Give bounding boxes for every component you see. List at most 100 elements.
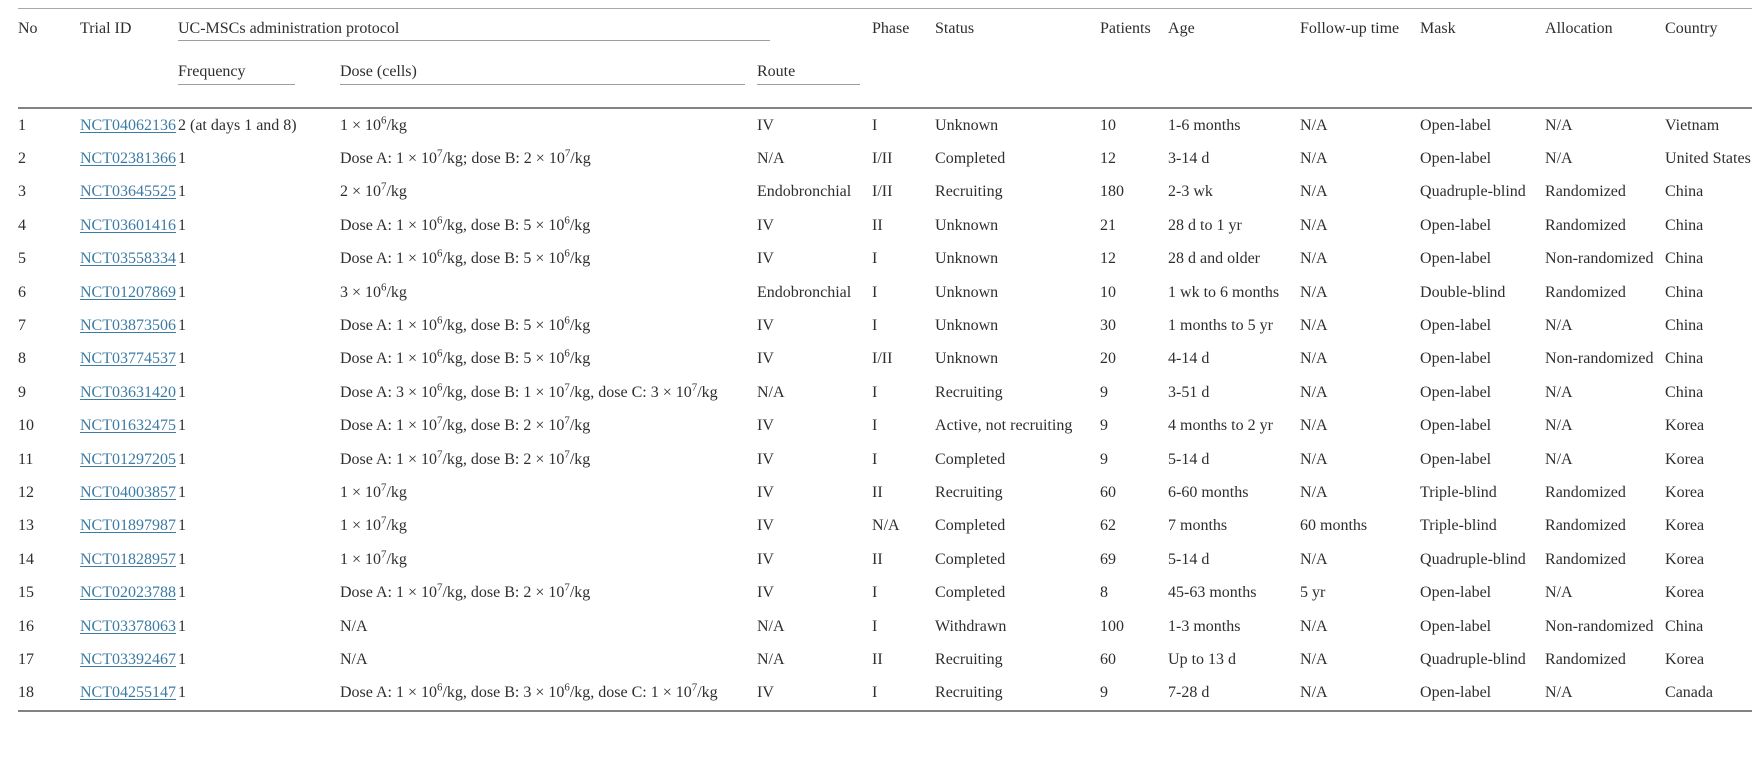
trial-id-link[interactable]: NCT01897987: [80, 517, 176, 535]
cell-status: Completed: [935, 450, 1006, 468]
cell-age: 1-6 months: [1168, 116, 1241, 134]
trial-id-link[interactable]: NCT01828957: [80, 550, 176, 568]
cell-patients: 180: [1100, 183, 1125, 201]
header-route: Route: [757, 54, 872, 108]
cell-follow-up: N/A: [1300, 684, 1328, 702]
cell-follow-up: N/A: [1300, 417, 1328, 435]
cell-status: Completed: [935, 517, 1006, 535]
trial-id-link[interactable]: NCT01297205: [80, 450, 176, 468]
cell-age: 28 d to 1 yr: [1168, 216, 1242, 234]
cell-status: Unknown: [935, 283, 999, 301]
cell-trial-id: NCT03392467: [80, 643, 178, 676]
header-status: Status: [935, 20, 975, 37]
table-row: 16 NCT03378063 1 N/A N/A I Withdrawn 100 1-3 mon…: [18, 610, 1752, 643]
trial-id-link[interactable]: NCT04062136: [80, 116, 176, 134]
cell-status: Recruiting: [935, 183, 1003, 201]
cell-allocation: Randomized: [1545, 517, 1626, 535]
header-route-label: Route: [757, 63, 861, 85]
trial-id-link[interactable]: NCT03558334: [80, 250, 176, 268]
cell-follow-up: N/A: [1300, 183, 1328, 201]
trial-id-link[interactable]: NCT04003857: [80, 483, 176, 501]
cell-phase: I: [872, 383, 878, 401]
cell-dose: Dose A: 1 × 106/kg, dose B: 5 × 106/kg: [340, 247, 591, 268]
cell-follow-up: N/A: [1300, 150, 1328, 168]
cell-route: IV: [757, 517, 774, 535]
trial-id-link[interactable]: NCT03378063: [80, 617, 176, 635]
table-row: 15 NCT02023788 1 Dose A: 1 × 107/kg, dose B…: [18, 576, 1752, 609]
cell-frequency: 1: [178, 483, 186, 501]
cell-dose: N/A: [340, 617, 368, 635]
cell-country: Korea: [1665, 517, 1705, 535]
cell-country: China: [1665, 383, 1704, 401]
cell-country: Korea: [1665, 483, 1705, 501]
cell-status: Unknown: [935, 116, 999, 134]
cell-trial-id: NCT03601416: [80, 209, 178, 242]
trial-id-link[interactable]: NCT03645525: [80, 183, 176, 201]
table-row: 10 NCT01632475 1 Dose A: 1 × 107/kg, dose B…: [18, 410, 1752, 443]
cell-trial-id: NCT01297205: [80, 443, 178, 476]
cell-dose: 2 × 107/kg: [340, 181, 407, 201]
cell-mask: Open-label: [1420, 450, 1492, 468]
cell-status: Recruiting: [935, 483, 1003, 501]
trial-id-link[interactable]: NCT01632475: [80, 417, 176, 435]
cell-country: Korea: [1665, 550, 1705, 568]
table-row: 12 NCT04003857 1 1 × 107/kg IV II Recruiting 60…: [18, 476, 1752, 509]
cell-follow-up: N/A: [1300, 350, 1328, 368]
trial-id-link[interactable]: NCT03873506: [80, 317, 176, 335]
cell-mask: Open-label: [1420, 216, 1492, 234]
cell-frequency: 1: [178, 684, 186, 702]
trial-id-link[interactable]: NCT02381366: [80, 150, 176, 168]
cell-frequency: 1: [178, 250, 186, 268]
trial-id-link[interactable]: NCT03601416: [80, 216, 176, 234]
cell-follow-up: N/A: [1300, 216, 1328, 234]
cell-age: 45-63 months: [1168, 584, 1257, 602]
cell-country: China: [1665, 617, 1704, 635]
cell-follow-up: N/A: [1300, 550, 1328, 568]
cell-follow-up: N/A: [1300, 650, 1328, 668]
cell-patients: 9: [1100, 450, 1109, 468]
cell-frequency: 1: [178, 183, 186, 201]
cell-dose: Dose A: 1 × 106/kg, dose B: 3 × 106/kg, …: [340, 682, 718, 702]
trial-id-link[interactable]: NCT03774537: [80, 350, 176, 368]
cell-mask: Quadruple-blind: [1420, 183, 1526, 201]
header-follow-up: Follow-up time: [1300, 20, 1400, 37]
cell-allocation: Non-randomized: [1545, 350, 1654, 368]
cell-age: 1 wk to 6 months: [1168, 283, 1280, 301]
table-row: 1 NCT04062136 2 (at days 1 and 8) 1 × 106/k…: [18, 108, 1752, 142]
cell-trial-id: NCT03774537: [80, 343, 178, 376]
cell-follow-up: N/A: [1300, 450, 1328, 468]
cell-no: 8: [18, 350, 26, 368]
cell-no: 18: [18, 684, 34, 702]
cell-phase: I: [872, 417, 878, 435]
cell-status: Recruiting: [935, 650, 1003, 668]
cell-allocation: N/A: [1545, 116, 1573, 134]
trial-id-link[interactable]: NCT03392467: [80, 650, 176, 668]
cell-patients: 9: [1100, 684, 1109, 702]
cell-no: 6: [18, 283, 26, 301]
table-row: 2 NCT02381366 1 Dose A: 1 × 107/kg; dose B:…: [18, 142, 1752, 175]
cell-allocation: N/A: [1545, 150, 1573, 168]
cell-country: China: [1665, 216, 1704, 234]
cell-trial-id: NCT02023788: [80, 576, 178, 609]
cell-no: 16: [18, 617, 34, 635]
trial-id-link[interactable]: NCT01207869: [80, 283, 176, 301]
table-row: 13 NCT01897987 1 1 × 107/kg IV N/A Completed 62…: [18, 510, 1752, 543]
cell-status: Recruiting: [935, 383, 1003, 401]
header-trial-id: Trial ID: [80, 20, 132, 37]
cell-mask: Open-label: [1420, 584, 1492, 602]
cell-country: China: [1665, 350, 1704, 368]
trial-id-link[interactable]: NCT04255147: [80, 684, 176, 702]
cell-route: N/A: [757, 617, 785, 635]
trial-id-link[interactable]: NCT02023788: [80, 584, 176, 602]
cell-follow-up: 60 months: [1300, 517, 1368, 535]
cell-follow-up: N/A: [1300, 250, 1328, 268]
cell-frequency: 2 (at days 1 and 8): [178, 116, 297, 134]
cell-frequency: 1: [178, 417, 186, 435]
cell-dose: Dose A: 1 × 106/kg, dose B: 5 × 106/kg: [340, 214, 591, 234]
cell-dose: Dose A: 1 × 107/kg, dose B: 2 × 107/kg: [340, 414, 591, 435]
trial-id-link[interactable]: NCT03631420: [80, 383, 176, 401]
cell-allocation: N/A: [1545, 450, 1573, 468]
cell-status: Active, not recruiting: [935, 417, 1073, 435]
cell-dose: Dose A: 1 × 107/kg, dose B: 2 × 107/kg: [340, 448, 591, 468]
cell-status: Completed: [935, 150, 1006, 168]
